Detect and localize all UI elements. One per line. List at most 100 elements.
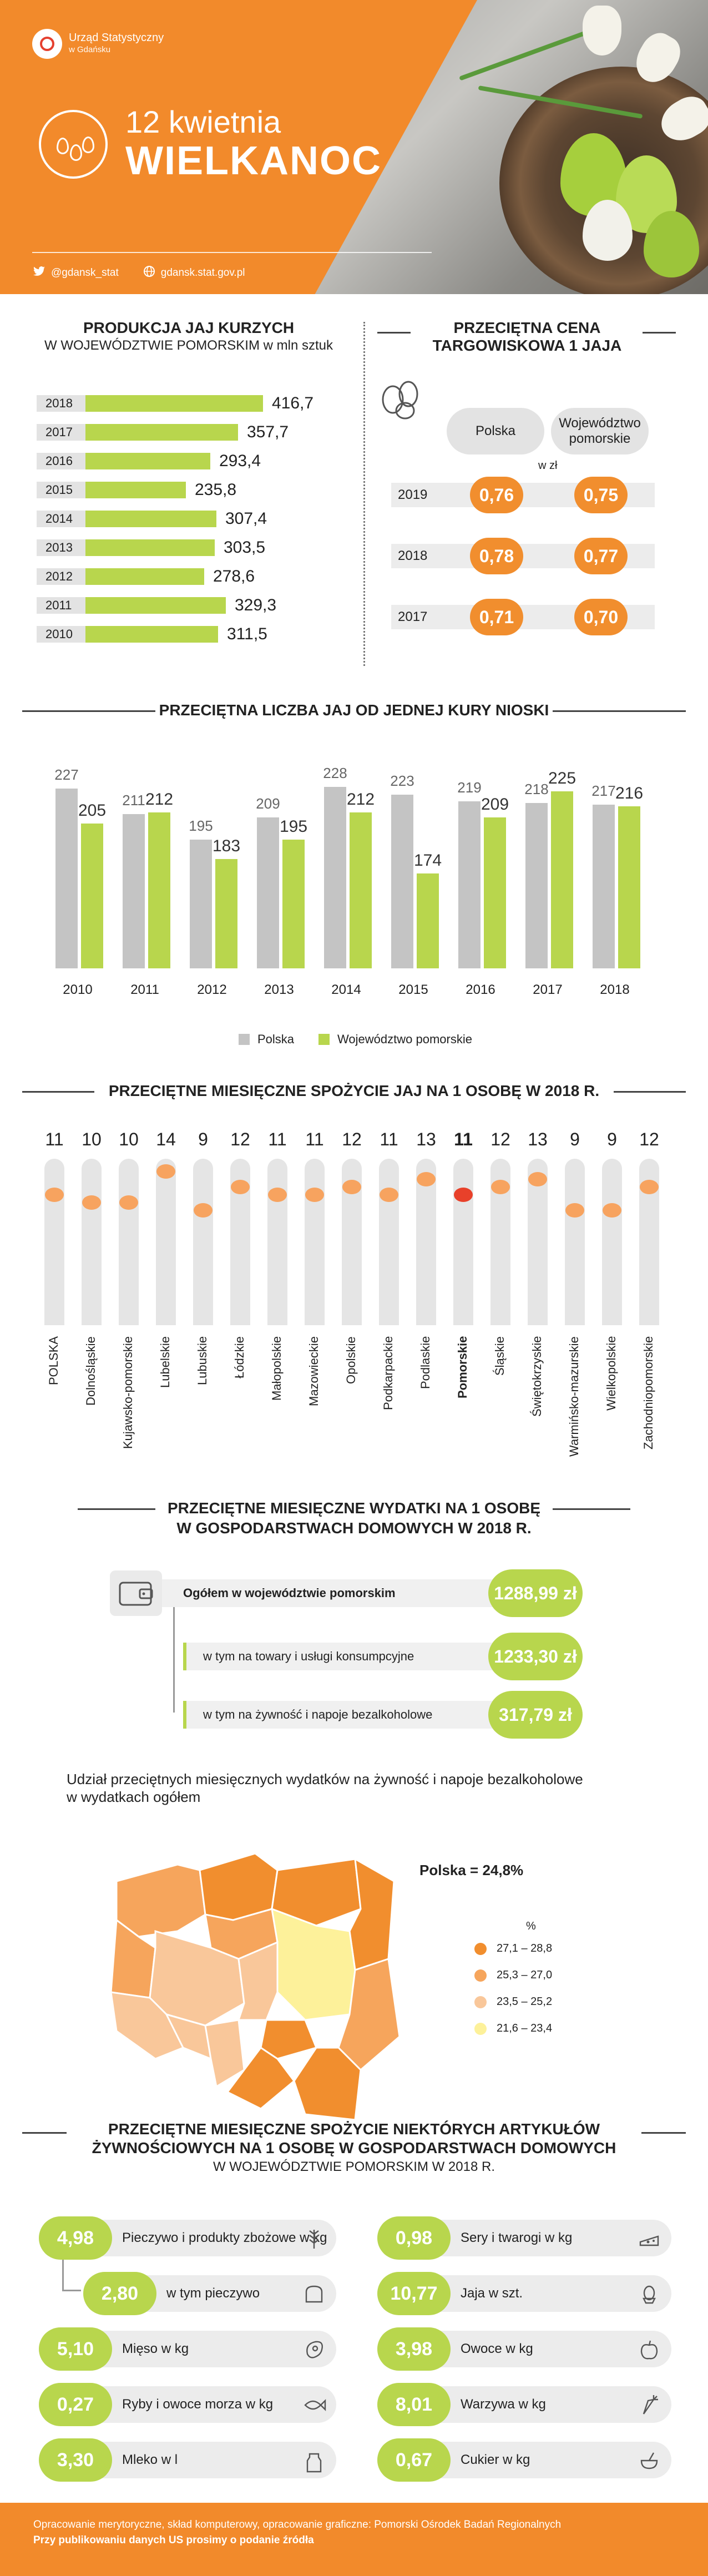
production-bar bbox=[85, 424, 238, 441]
legend-woj: Województwo pomorskie bbox=[337, 1032, 472, 1046]
consumption-region-label: Świętokrzyskie bbox=[530, 1336, 544, 1417]
easter-eggs-icon bbox=[39, 110, 108, 179]
article-value: 3,30 bbox=[39, 2438, 112, 2482]
production-year: 2018 bbox=[37, 395, 85, 412]
production-value: 235,8 bbox=[195, 481, 237, 499]
article-row: 5,10 Mięso w kg bbox=[39, 2327, 336, 2371]
fish-icon bbox=[302, 2393, 326, 2417]
consumption-value: 12 bbox=[342, 1129, 362, 1149]
egg-icon bbox=[637, 2282, 661, 2306]
price-year: 2018 bbox=[398, 548, 428, 563]
article-value: 0,27 bbox=[39, 2383, 112, 2426]
consumption-dot bbox=[342, 1180, 361, 1194]
consumption-value: 12 bbox=[230, 1129, 250, 1149]
hen-chart-title: PRZECIĘTNA LICZBA JAJ OD JEDNEJ KURY NIO… bbox=[159, 701, 549, 719]
divider bbox=[22, 710, 155, 712]
production-row: 2010 311,5 bbox=[37, 625, 267, 643]
hen-bar-polska bbox=[324, 787, 346, 968]
consumption-column bbox=[416, 1159, 436, 1325]
header-banner: Urząd Statystyczny w Gdańsku 12 kwietnia… bbox=[0, 0, 708, 294]
articles-title-line3: W WOJEWÓDZTWIE POMORSKIM W 2018 R. bbox=[213, 2159, 495, 2174]
title-block: 12 kwietnia WIELKANOC bbox=[39, 105, 382, 183]
consumption-region-label: Lubuskie bbox=[195, 1336, 209, 1386]
article-label: Jaja w szt. bbox=[461, 2286, 523, 2301]
logo[interactable]: Urząd Statystyczny w Gdańsku bbox=[32, 29, 164, 59]
wallet-icon bbox=[110, 1570, 162, 1616]
consumption-column bbox=[528, 1159, 548, 1325]
production-year: 2010 bbox=[37, 626, 85, 643]
hen-bar-polska bbox=[525, 803, 548, 968]
price-col-polska: Polska bbox=[447, 408, 544, 454]
article-label: w tym pieczywo bbox=[166, 2286, 260, 2301]
consumption-column bbox=[565, 1159, 585, 1325]
consumption-region-label: Mazowieckie bbox=[307, 1336, 321, 1406]
article-value: 0,67 bbox=[377, 2438, 451, 2482]
price-col-woj-line2: pomorskie bbox=[569, 431, 631, 446]
consumption-value: 12 bbox=[490, 1129, 510, 1149]
articles-title-line1: PRZECIĘTNE MIESIĘCZNE SPOŻYCIE NIEKTÓRYC… bbox=[108, 2120, 600, 2138]
price-col-woj-line1: Województwo bbox=[559, 416, 641, 431]
consumption-value: 9 bbox=[607, 1129, 617, 1149]
consumption-value: 10 bbox=[82, 1129, 102, 1149]
price-woj-value: 0,77 bbox=[574, 538, 628, 574]
carrot-icon bbox=[637, 2393, 661, 2417]
divider bbox=[641, 2132, 686, 2134]
map-region-swietokrzyskie bbox=[260, 2019, 318, 2060]
expenses-title-line2: W GOSPODARSTWACH DOMOWYCH W 2018 R. bbox=[176, 1519, 532, 1537]
consumption-value: 11 bbox=[268, 1129, 287, 1149]
article-row: 0,67 Cukier w kg bbox=[377, 2438, 671, 2482]
article-label: Cukier w kg bbox=[461, 2452, 530, 2467]
hen-year-label: 2017 bbox=[533, 982, 563, 997]
consumption-dot bbox=[45, 1188, 64, 1202]
map-region-podkarpackie bbox=[293, 2047, 362, 2121]
article-value: 10,77 bbox=[377, 2272, 451, 2315]
consumption-column bbox=[267, 1159, 287, 1325]
production-bar bbox=[85, 597, 226, 614]
map-title-line1: Udział przeciętnych miesięcznych wydatkó… bbox=[67, 1771, 583, 1787]
website-link[interactable]: gdansk.stat.gov.pl bbox=[143, 265, 245, 281]
production-row: 2016 293,4 bbox=[37, 452, 261, 470]
article-label: Mleko w l bbox=[122, 2452, 178, 2467]
consumption-column bbox=[453, 1159, 473, 1325]
event-date: 12 kwietnia bbox=[125, 104, 281, 139]
hen-value-woj: 212 bbox=[145, 790, 174, 809]
map-legend-item: 27,1 – 28,8 bbox=[474, 1942, 552, 1955]
consumption-region-label: Łódzkie bbox=[232, 1336, 246, 1378]
map-legend-swatch bbox=[474, 1942, 487, 1955]
twitter-handle: @gdansk_stat bbox=[51, 267, 119, 279]
consumption-region-label: Małopolskie bbox=[270, 1336, 284, 1401]
consumption-column bbox=[193, 1159, 213, 1325]
hen-year-label: 2016 bbox=[466, 982, 495, 997]
price-title: PRZECIĘTNA CENA TARGOWISKOWA 1 JAJA bbox=[411, 319, 644, 355]
hen-bar-polska bbox=[190, 840, 212, 968]
article-label: Sery i twarogi w kg bbox=[461, 2230, 573, 2245]
hen-bar-polska bbox=[123, 814, 145, 968]
hen-legend: Polska Województwo pomorskie bbox=[239, 1032, 472, 1047]
production-title-line2: W WOJEWÓDZTWIE POMORSKIM w mln sztuk bbox=[44, 338, 333, 353]
consumption-dot bbox=[380, 1188, 398, 1202]
hen-year-label: 2012 bbox=[197, 982, 227, 997]
price-title-line1: PRZECIĘTNA CENA bbox=[453, 319, 601, 336]
article-label: Mięso w kg bbox=[122, 2341, 189, 2356]
eggs-icon bbox=[377, 377, 427, 422]
divider bbox=[614, 1091, 686, 1093]
hen-bar-woj bbox=[484, 817, 506, 968]
article-row: 10,77 Jaja w szt. bbox=[377, 2272, 671, 2315]
consumption-column bbox=[156, 1159, 176, 1325]
production-title: PRODUKCJA JAJ KURZYCH W WOJEWÓDZTWIE POM… bbox=[22, 319, 355, 355]
footer-notice-text: Przy publikowaniu danych US prosimy o po… bbox=[33, 2534, 314, 2546]
consumption-column bbox=[602, 1159, 622, 1325]
articles-title: PRZECIĘTNE MIESIĘCZNE SPOŻYCIE NIEKTÓRYC… bbox=[67, 2120, 641, 2176]
twitter-link[interactable]: @gdansk_stat bbox=[33, 266, 119, 280]
hen-value-polska: 228 bbox=[323, 765, 347, 781]
hen-value-polska: 219 bbox=[457, 779, 482, 796]
hen-value-polska: 217 bbox=[591, 782, 616, 799]
consumption-dot bbox=[565, 1203, 584, 1218]
hen-bar-polska bbox=[257, 817, 279, 968]
consumption-value: 13 bbox=[528, 1129, 548, 1149]
milk-icon bbox=[302, 2448, 326, 2473]
production-value: 278,6 bbox=[213, 567, 255, 585]
price-row: 2017 0,71 0,70 bbox=[391, 599, 655, 635]
hen-year-label: 2015 bbox=[398, 982, 428, 997]
hen-value-woj: 174 bbox=[413, 851, 442, 870]
